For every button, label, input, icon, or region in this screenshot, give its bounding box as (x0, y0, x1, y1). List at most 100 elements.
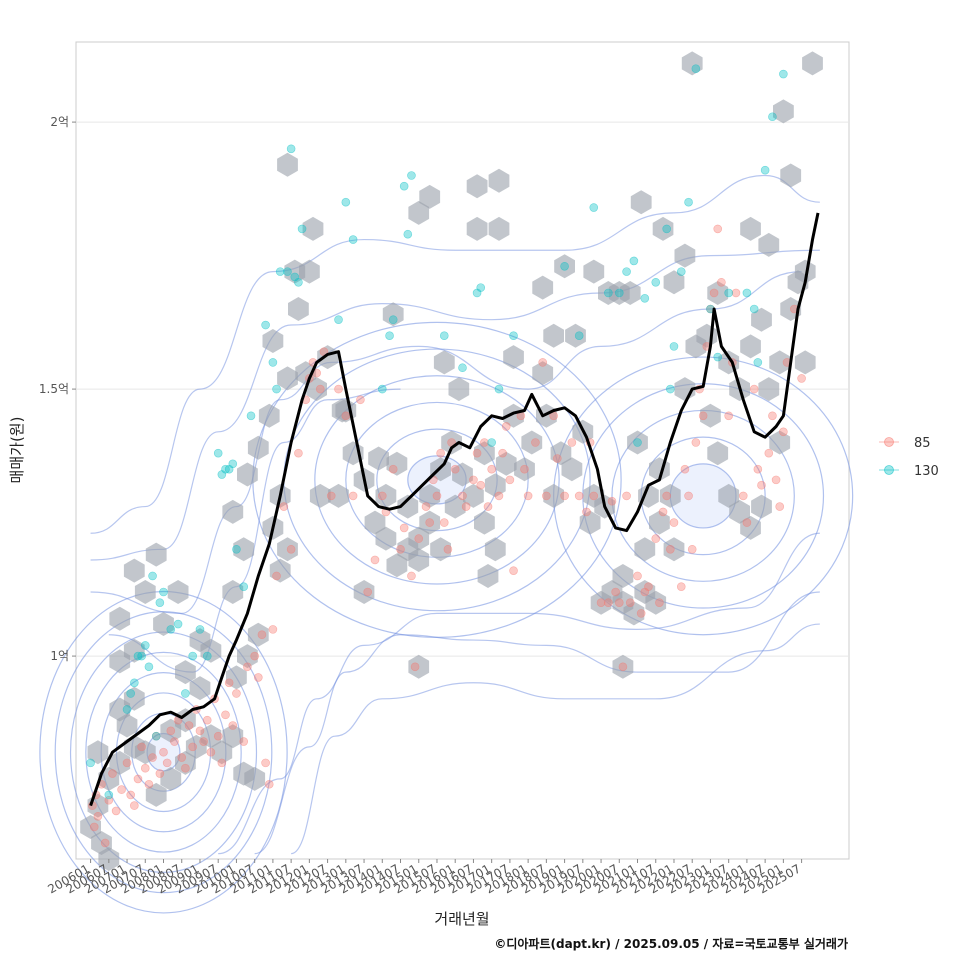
point-130-51 (509, 331, 518, 340)
point-85-17 (148, 753, 157, 762)
point-85-12 (130, 801, 139, 810)
point-85-80 (443, 544, 453, 554)
point-85-48 (268, 625, 278, 634)
point-85-98 (523, 491, 533, 501)
point-85-138 (713, 224, 723, 234)
point-85-23 (170, 737, 179, 746)
point-85-114 (614, 598, 624, 607)
hexbin-39 (233, 537, 255, 562)
point-85-60 (334, 384, 343, 394)
hexbin-142 (707, 281, 729, 305)
density-contour-4 (85, 651, 242, 853)
hexbin-55 (295, 361, 317, 386)
point-85-151 (775, 502, 785, 511)
hexbin-8 (134, 740, 156, 765)
point-85-149 (768, 411, 777, 421)
point-130-30 (275, 267, 285, 276)
hexbin-121 (543, 323, 564, 348)
point-85-75 (425, 518, 434, 527)
point-85-93 (501, 422, 511, 431)
point-130-71 (742, 288, 752, 298)
hexbin-15 (134, 580, 156, 604)
hexbin-79 (474, 441, 495, 466)
hexbin-88 (477, 564, 499, 588)
x-axis-title: 거래년월 (434, 910, 489, 928)
hexbin-17 (145, 542, 167, 567)
point-130-7 (140, 641, 150, 650)
hexbin-25 (160, 766, 182, 791)
point-85-35 (213, 731, 223, 741)
point-130-43 (403, 229, 413, 239)
hexbin-90 (382, 302, 404, 327)
hexbin-122 (554, 254, 575, 279)
legend-label-85: 85 (914, 436, 931, 451)
point-130-35 (297, 224, 307, 234)
hexbin-37 (247, 622, 269, 647)
point-130-37 (341, 197, 351, 207)
hexbin-111 (623, 601, 645, 626)
hexbin-32 (244, 766, 266, 791)
point-85-11 (126, 790, 135, 800)
hexbin-5 (87, 740, 109, 765)
x-axis: 2006012006072007012007072008012008072009… (45, 859, 803, 897)
point-85-9 (117, 785, 126, 794)
point-85-46 (261, 758, 270, 768)
point-85-100 (538, 358, 548, 367)
point-85-8 (111, 806, 121, 816)
point-130-59 (633, 438, 642, 447)
point-85-137 (709, 288, 719, 298)
point-85-21 (162, 758, 172, 768)
density-contour-19 (90, 174, 820, 534)
point-85-38 (224, 678, 234, 688)
point-85-27 (184, 721, 194, 730)
point-130-19 (213, 448, 223, 458)
point-85-10 (122, 758, 132, 768)
point-85-74 (421, 502, 431, 511)
point-85-112 (607, 496, 617, 506)
point-130-49 (487, 438, 496, 447)
point-85-43 (250, 651, 259, 661)
point-85-107 (582, 507, 591, 517)
point-85-129 (680, 464, 690, 474)
point-130-73 (753, 358, 763, 367)
hexbin-57 (317, 345, 338, 370)
point-85-84 (461, 502, 471, 511)
point-85-95 (509, 566, 518, 575)
point-85-30 (195, 726, 205, 736)
hexbin-30 (222, 724, 244, 749)
point-130-10 (151, 731, 161, 741)
hexbin-13 (123, 638, 145, 663)
point-130-61 (651, 277, 661, 287)
hexbin-143 (700, 403, 721, 428)
point-130-75 (768, 112, 777, 122)
hexbin-82 (408, 548, 430, 572)
hexbin-161 (794, 350, 816, 375)
point-85-101 (542, 491, 551, 501)
point-130-23 (228, 459, 238, 469)
point-85-147 (757, 480, 766, 490)
legend-key-85 (884, 437, 894, 447)
point-85-47 (264, 779, 274, 789)
point-130-52 (560, 261, 569, 271)
hexbin-24 (145, 782, 167, 807)
point-85-44 (254, 673, 263, 682)
point-130-39 (377, 384, 387, 394)
hexbin-134 (663, 537, 685, 562)
hexbin-4 (98, 766, 120, 791)
point-130-72 (749, 304, 759, 314)
point-85-1 (89, 822, 99, 832)
point-85-111 (604, 598, 613, 607)
point-85-115 (618, 662, 628, 672)
hexbin-layer (80, 51, 823, 871)
hexbin-114 (612, 564, 634, 588)
panel-background (75, 41, 850, 860)
point-85-144 (742, 518, 752, 527)
point-85-143 (738, 491, 748, 501)
density-contour-23 (254, 591, 820, 855)
hexbin-109 (590, 590, 612, 615)
point-130-44 (407, 171, 416, 180)
point-85-103 (553, 454, 562, 463)
point-85-32 (202, 715, 212, 725)
hexbin-29 (211, 740, 233, 765)
point-130-58 (629, 256, 639, 266)
